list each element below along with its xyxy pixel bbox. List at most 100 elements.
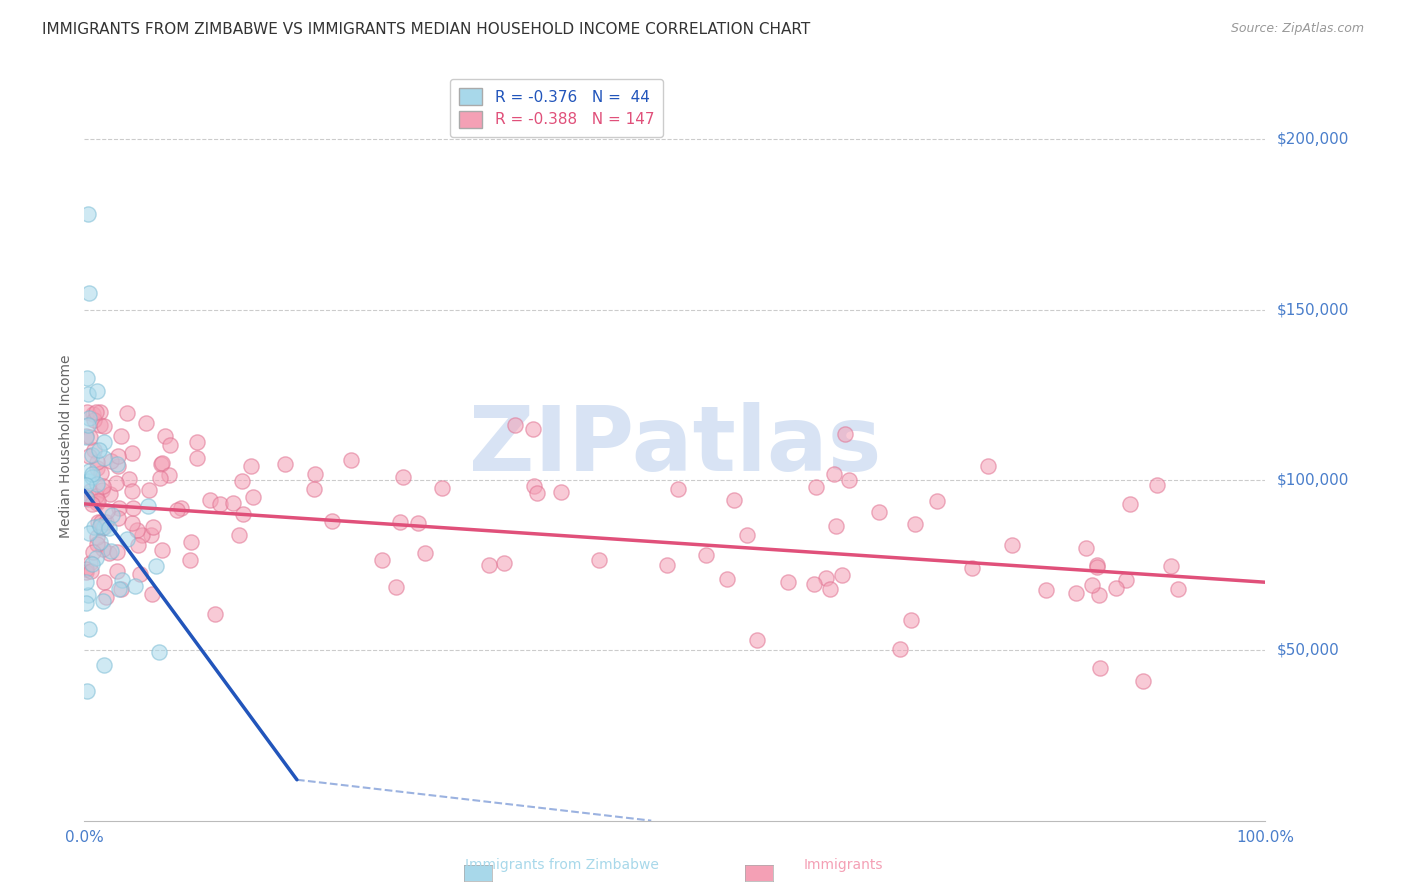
Point [110,582,132,596]
Point [75,491,97,505]
Point [80,467,103,482]
Point [83,413,105,427]
Point [321,514,343,528]
Point [89,418,111,433]
Point [1076,541,1098,555]
Point [89,405,111,419]
Point [127,538,149,552]
Text: ZIPatlas: ZIPatlas [468,402,882,490]
Point [93,574,115,589]
Point [523,479,546,493]
Text: $200,000: $200,000 [1277,132,1348,147]
Point [186,450,208,465]
Point [100,543,122,558]
Point [1090,661,1112,675]
Point [391,469,413,483]
Point [389,515,412,529]
Point [90,515,112,529]
Point [204,607,226,622]
Point [222,496,245,510]
Point [208,498,231,512]
Point [1167,582,1189,596]
Text: $50,000: $50,000 [1277,643,1340,657]
Point [86,537,108,551]
Point [1105,581,1128,595]
Point [1160,558,1182,573]
Point [492,556,515,570]
Point [128,566,150,581]
Point [115,532,138,546]
Point [139,527,162,541]
Point [125,523,148,537]
Point [75,429,97,443]
Text: Source: ZipAtlas.com: Source: ZipAtlas.com [1230,22,1364,36]
Point [87,516,110,530]
Point [925,494,948,508]
Point [232,507,254,521]
Point [86,551,108,566]
Point [86,477,108,491]
Point [108,582,131,597]
Point [831,568,853,582]
Point [80,557,103,571]
Point [695,549,717,563]
Point [105,458,128,472]
Point [803,576,825,591]
Point [100,454,122,468]
Point [76,683,98,698]
Point [77,474,100,488]
Point [231,475,253,489]
Point [75,430,97,444]
Point [105,476,128,491]
Point [94,590,117,604]
Point [304,467,326,481]
Point [1119,497,1142,511]
Point [115,405,138,419]
Point [1080,577,1102,591]
Point [889,642,911,657]
Text: IMMIGRANTS FROM ZIMBABWE VS IMMIGRANTS MEDIAN HOUSEHOLD INCOME CORRELATION CHART: IMMIGRANTS FROM ZIMBABWE VS IMMIGRANTS M… [42,22,810,37]
Point [142,519,165,533]
Point [198,493,221,508]
Point [77,387,100,401]
Point [818,582,841,596]
Point [111,573,134,587]
Point [478,558,501,572]
Point [838,474,860,488]
Point [384,580,406,594]
Point [77,588,100,602]
Point [242,490,264,504]
Point [413,546,436,560]
Point [406,516,429,530]
Point [1146,477,1168,491]
Point [1115,573,1137,587]
Point [823,467,845,482]
Point [79,556,101,570]
Point [80,448,103,462]
Point [550,484,572,499]
Point [84,489,107,503]
Point [1085,560,1108,574]
Point [87,493,110,508]
Point [868,505,890,519]
Point [76,418,98,433]
Point [75,478,97,492]
Point [655,558,678,573]
Point [75,562,97,576]
Point [1064,586,1087,600]
Point [522,422,544,436]
Point [105,564,128,578]
Point [86,384,108,398]
Point [91,521,114,535]
Point [904,516,927,531]
Point [80,564,103,578]
Text: Immigrants from Zimbabwe: Immigrants from Zimbabwe [465,858,659,872]
Point [1087,588,1109,602]
Point [149,470,172,484]
Point [1132,673,1154,688]
Point [588,553,610,567]
Legend: R = -0.376   N =  44, R = -0.388   N = 147: R = -0.376 N = 44, R = -0.388 N = 147 [450,79,664,136]
Point [340,453,363,467]
Point [77,526,100,541]
Point [166,502,188,516]
